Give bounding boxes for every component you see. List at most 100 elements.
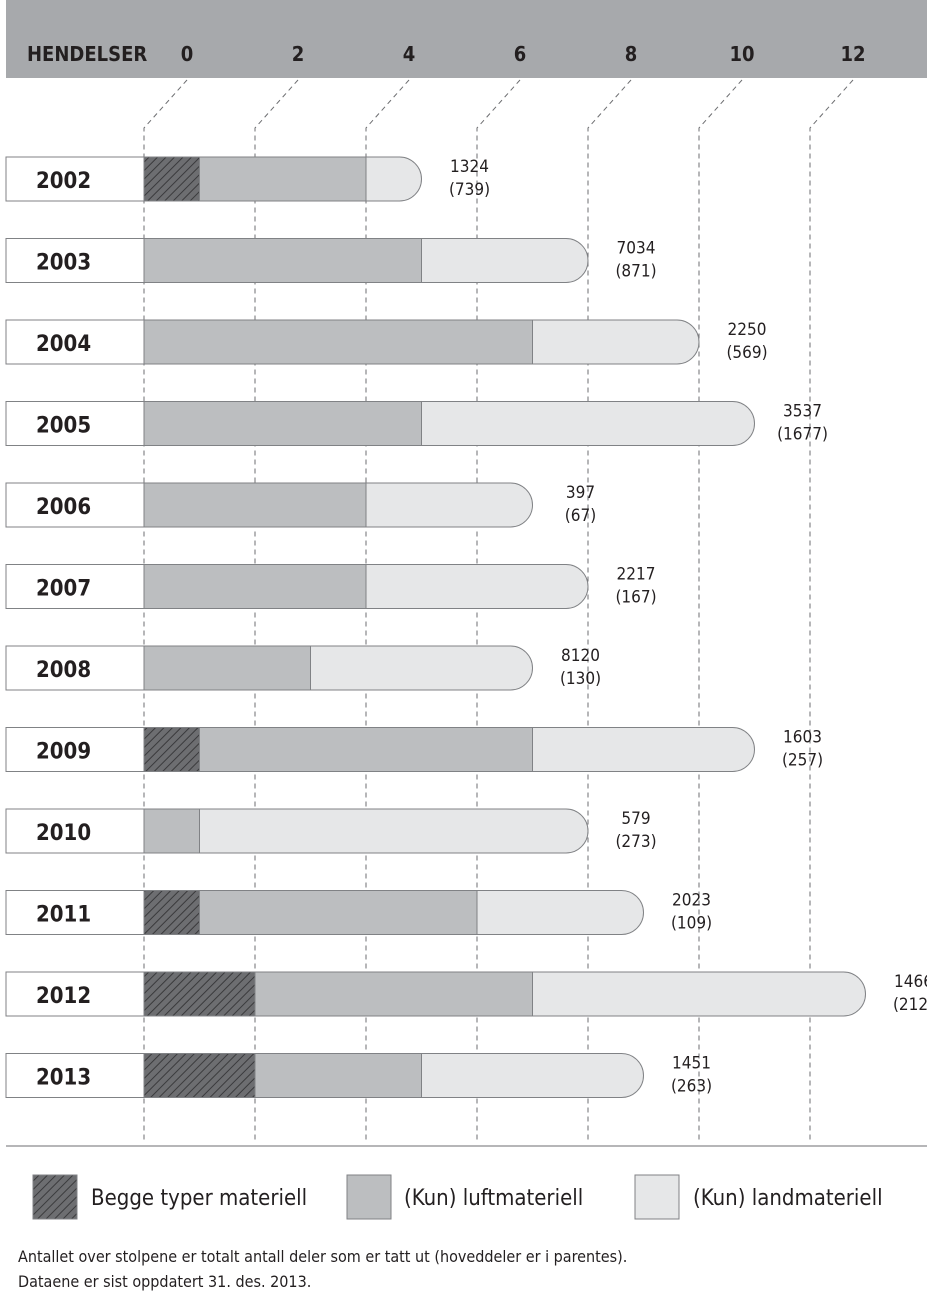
total-parts-label: 2023 bbox=[672, 891, 711, 911]
main-parts-label: (273) bbox=[615, 832, 656, 852]
bar-segment-land bbox=[532, 319, 700, 365]
bar-segment-land bbox=[421, 238, 589, 283]
year-label-box bbox=[5, 1053, 145, 1098]
main-parts-label: (130) bbox=[560, 669, 601, 689]
total-parts-label: 1466 bbox=[894, 972, 927, 992]
bar-segment-land bbox=[532, 727, 755, 772]
bar-segment-land bbox=[421, 401, 755, 446]
main-parts-label: (1677) bbox=[777, 425, 828, 445]
grid-line bbox=[254, 79, 299, 1140]
main-parts-label: (167) bbox=[615, 588, 656, 608]
legend-swatch-land bbox=[634, 1174, 680, 1220]
year-label: 2010 bbox=[36, 821, 91, 846]
year-label: 2011 bbox=[36, 903, 91, 928]
year-label-box bbox=[5, 971, 145, 1017]
bar-row: 2008 8120 (130) bbox=[5, 645, 601, 691]
legend-swatch-air bbox=[346, 1174, 392, 1220]
main-parts-label: (871) bbox=[615, 262, 656, 282]
x-tick-label: 2 bbox=[292, 42, 305, 66]
bar-segment-land bbox=[421, 1053, 644, 1098]
legend-swatch-both bbox=[32, 1174, 78, 1220]
bar-segment-air bbox=[254, 1053, 422, 1098]
year-label-box bbox=[5, 319, 145, 365]
x-tick-label: 10 bbox=[729, 42, 754, 66]
bar-row: 2012 1466 (212) bbox=[5, 971, 927, 1017]
bar-segment-land bbox=[310, 645, 533, 691]
grid-line bbox=[143, 79, 188, 1140]
axis-title: HENDELSER bbox=[27, 42, 147, 66]
total-parts-label: 1603 bbox=[783, 728, 822, 748]
x-tick-label: 8 bbox=[625, 42, 638, 66]
year-label: 2003 bbox=[36, 251, 91, 276]
total-parts-label: 579 bbox=[621, 809, 650, 829]
grid-line bbox=[476, 79, 521, 1140]
year-label-box bbox=[5, 401, 145, 446]
year-label: 2004 bbox=[36, 332, 91, 357]
bar-row: 2013 1451 (263) bbox=[5, 1053, 712, 1098]
total-parts-label: 1324 bbox=[450, 157, 489, 177]
footnote-line-1: Antallet over stolpene er totalt antall … bbox=[18, 1247, 627, 1266]
bar-row: 2002 1324 (739) bbox=[5, 156, 490, 202]
bar-row: 2003 7034 (871) bbox=[5, 238, 657, 283]
bar-row: 2011 2023 (109) bbox=[5, 890, 712, 935]
year-label-box bbox=[5, 727, 145, 772]
grid-line bbox=[587, 79, 632, 1140]
bar-segment-land bbox=[365, 564, 589, 609]
x-tick-label: 12 bbox=[840, 42, 865, 66]
total-parts-label: 3537 bbox=[783, 402, 822, 422]
main-parts-label: (569) bbox=[726, 343, 767, 363]
year-label-box bbox=[5, 238, 145, 283]
bar-segment-air bbox=[199, 727, 533, 772]
bar-segment-air bbox=[199, 156, 367, 202]
bar-segment-land bbox=[532, 971, 866, 1017]
grid-line bbox=[365, 79, 410, 1140]
legend-label-air: (Kun) luftmateriell bbox=[404, 1186, 583, 1211]
bar-segment-both bbox=[143, 1053, 256, 1098]
main-parts-label: (739) bbox=[449, 180, 490, 200]
bar-segment-air bbox=[143, 645, 311, 691]
total-parts-label: 2217 bbox=[617, 565, 656, 585]
year-label: 2002 bbox=[36, 169, 91, 194]
bar-segment-both bbox=[143, 727, 200, 772]
footnote-line-2: Dataene er sist oppdatert 31. des. 2013. bbox=[18, 1272, 311, 1291]
bar-segment-air bbox=[143, 319, 533, 365]
total-parts-label: 1451 bbox=[672, 1054, 711, 1074]
main-parts-label: (67) bbox=[565, 506, 596, 526]
x-tick-label: 0 bbox=[181, 42, 194, 66]
bar-segment-both bbox=[143, 971, 256, 1017]
bar-segment-land bbox=[199, 808, 589, 854]
total-parts-label: 7034 bbox=[617, 239, 656, 259]
bar-row: 2004 2250 (569) bbox=[5, 319, 768, 365]
year-label-box bbox=[5, 156, 145, 202]
main-parts-label: (257) bbox=[782, 751, 823, 771]
total-parts-label: 397 bbox=[566, 483, 595, 503]
year-label: 2008 bbox=[36, 658, 91, 683]
legend: Begge typer materiell (Kun) luftmateriel… bbox=[32, 1174, 883, 1220]
year-label: 2007 bbox=[36, 577, 91, 602]
year-label-box bbox=[5, 808, 145, 854]
bar-segment-land bbox=[365, 156, 422, 202]
bar-segment-land bbox=[476, 890, 644, 935]
x-axis-ticks: 0 2 4 6 8 10 12 bbox=[181, 42, 866, 66]
bar-rows: 20021324(739)20037034(871)20042250(569)2… bbox=[5, 156, 927, 1098]
main-parts-label: (109) bbox=[671, 914, 712, 934]
bar-segment-air bbox=[199, 890, 478, 935]
bar-segment-air bbox=[143, 808, 200, 854]
bar-segment-air bbox=[143, 482, 367, 528]
x-tick-label: 4 bbox=[403, 42, 416, 66]
x-tick-label: 6 bbox=[514, 42, 527, 66]
header-band bbox=[6, 0, 927, 78]
total-parts-label: 2250 bbox=[728, 320, 767, 340]
year-label-box bbox=[5, 564, 145, 609]
year-label: 2012 bbox=[36, 984, 91, 1009]
bar-row: 2007 2217 (167) bbox=[5, 564, 657, 609]
main-parts-label: (263) bbox=[671, 1077, 712, 1097]
year-label: 2005 bbox=[36, 414, 91, 439]
bar-row: 2006 397 (67) bbox=[5, 482, 596, 528]
year-label: 2013 bbox=[36, 1066, 91, 1091]
bar-row: 2010 579 (273) bbox=[5, 808, 657, 854]
year-label: 2009 bbox=[36, 740, 91, 765]
bar-row: 2005 3537 (1677) bbox=[5, 401, 828, 446]
bar-segment-both bbox=[143, 156, 200, 202]
